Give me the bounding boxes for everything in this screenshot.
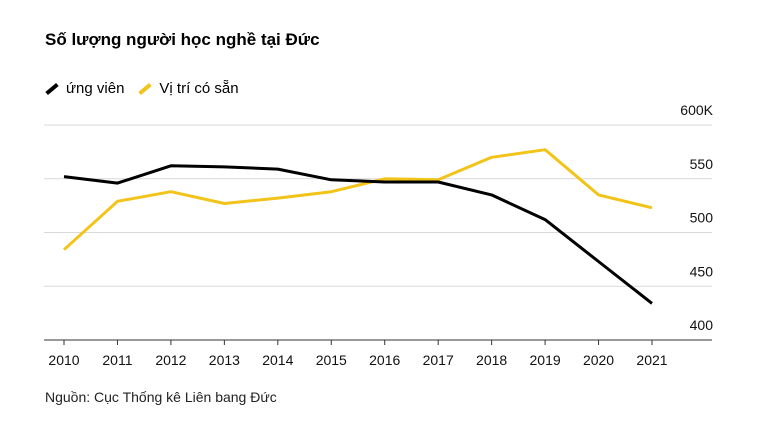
x-tick-label: 2012 xyxy=(155,352,186,368)
y-tick-label: 450 xyxy=(690,263,714,279)
x-tick-label: 2019 xyxy=(530,352,561,368)
y-tick-label: 400 xyxy=(690,317,714,333)
chart-title: Số lượng người học nghề tại Đức xyxy=(45,30,320,49)
legend-item-positions: Vị trí có sẵn xyxy=(138,80,239,97)
x-tick-label: 2016 xyxy=(369,352,400,368)
x-tick-label: 2021 xyxy=(636,352,667,368)
series-line-applicants xyxy=(63,164,653,305)
legend-item-applicants: ứng viên xyxy=(45,80,124,97)
y-tick-label: 550 xyxy=(690,156,714,172)
legend-label-positions: Vị trí có sẵn xyxy=(159,80,239,97)
source-note: Nguồn: Cục Thống kê Liên bang Đức xyxy=(45,389,277,405)
x-tick-label: 2015 xyxy=(316,352,347,368)
x-tick-label: 2014 xyxy=(262,352,293,368)
x-tick-label: 2017 xyxy=(423,352,454,368)
legend-label-applicants: ứng viên xyxy=(66,80,125,97)
x-tick-label: 2011 xyxy=(102,352,132,368)
x-tick-label: 2010 xyxy=(48,352,79,368)
x-tick-label: 2013 xyxy=(209,352,240,368)
y-tick-label: 500 xyxy=(690,210,714,226)
legend: ứng viên Vị trí có sẵn xyxy=(45,80,253,97)
x-tick-label: 2020 xyxy=(583,352,614,368)
series-line-positions xyxy=(62,148,653,251)
x-tick-label: 2018 xyxy=(476,352,507,368)
y-tick-label: 600K xyxy=(680,102,713,118)
